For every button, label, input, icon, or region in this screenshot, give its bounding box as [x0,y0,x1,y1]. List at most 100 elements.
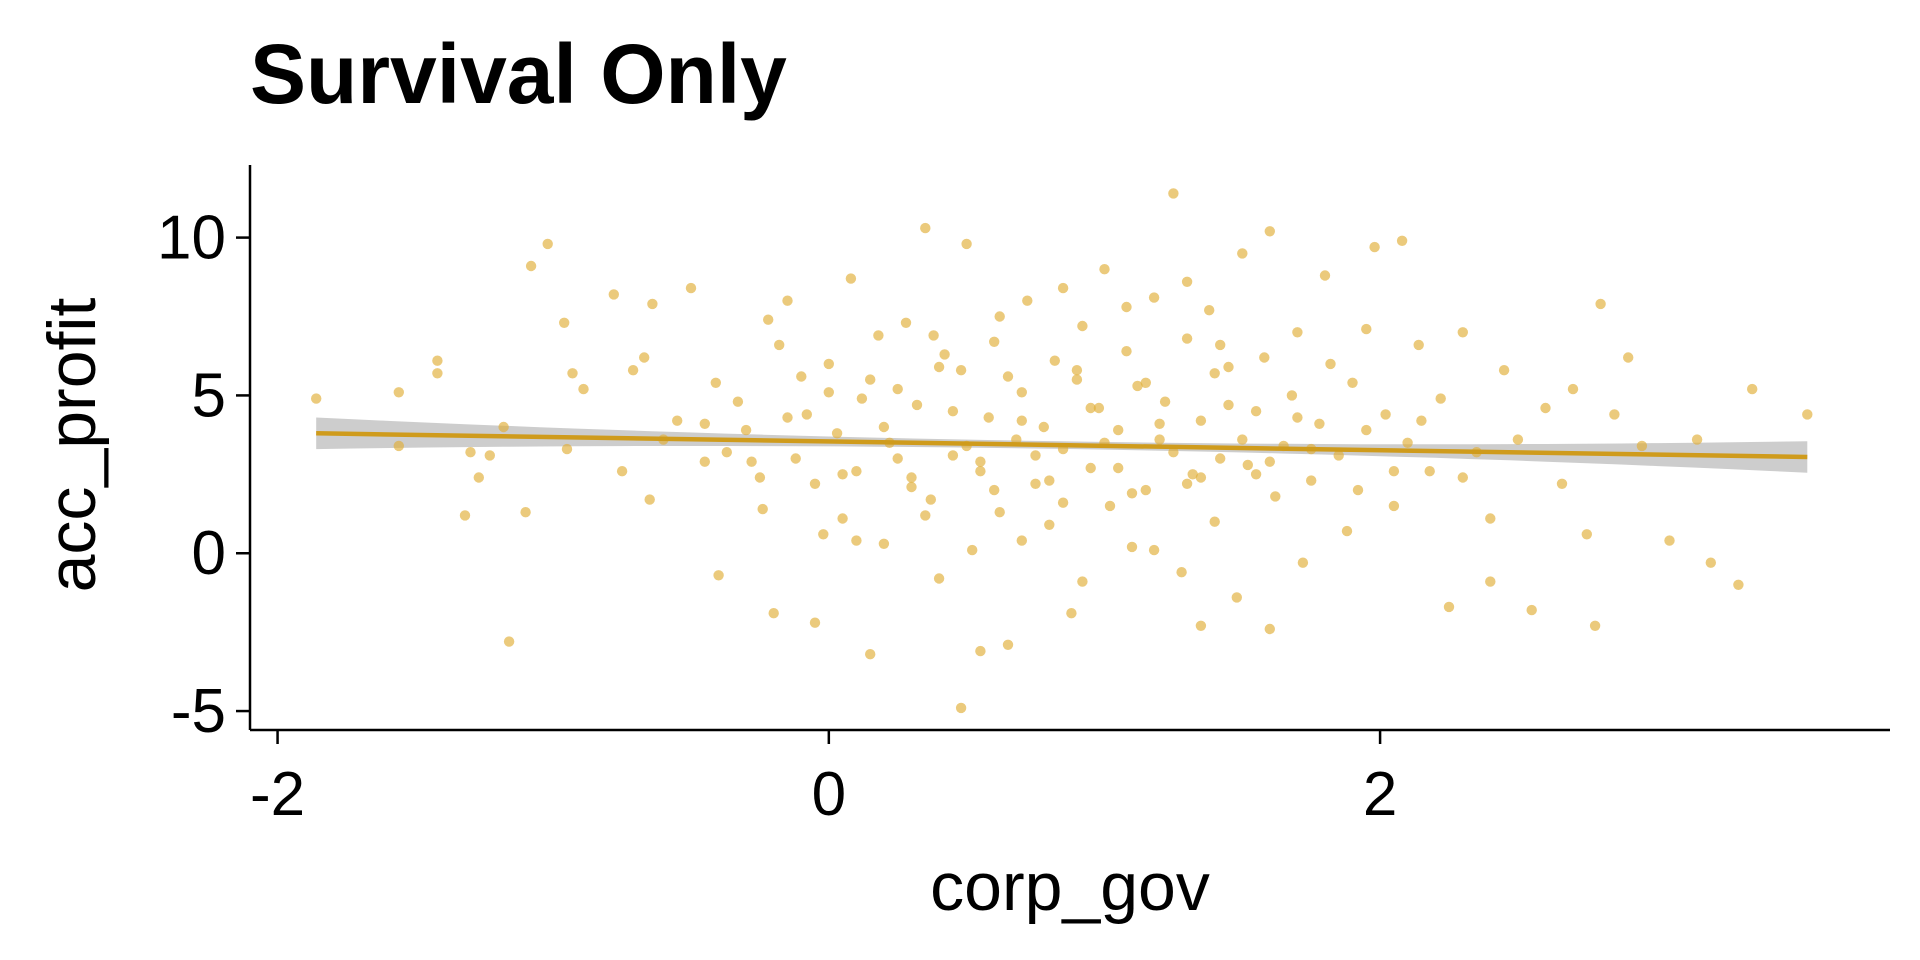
data-point-180 [837,469,848,480]
data-point-65 [1016,387,1027,398]
data-point-66 [1022,295,1033,306]
data-point-16 [616,466,628,477]
data-point-104 [1286,390,1298,401]
data-point-35 [809,478,821,489]
data-point-63 [1002,639,1014,650]
data-point-73 [1071,374,1083,385]
data-point-107 [1306,475,1317,486]
data-point-32 [790,453,801,464]
data-point-22 [685,282,697,294]
data-point-86 [1159,396,1171,407]
data-point-28 [757,503,768,515]
data-point-0 [311,393,322,404]
x-tick-label-2: 2 [1363,760,1397,829]
data-point-112 [1341,525,1353,537]
data-point-193 [994,311,1005,322]
data-point-125 [1457,327,1469,338]
data-point-6 [473,472,484,483]
data-point-52 [925,494,936,505]
data-point-68 [1038,421,1050,433]
y-tick-label-3: 10 [157,204,226,273]
data-point-208 [1181,276,1193,287]
data-point-134 [1581,529,1593,540]
data-point-85 [1154,434,1165,445]
data-point-149 [975,645,986,657]
data-point-185 [1181,478,1193,489]
data-point-137 [1623,352,1634,363]
data-point-48 [900,317,912,328]
data-point-7 [484,450,495,461]
data-point-146 [768,608,779,619]
y-axis-label: acc_profit [34,297,110,592]
data-point-50 [911,399,923,411]
data-point-148 [955,702,967,714]
data-point-91 [1195,415,1207,426]
data-point-49 [906,472,917,483]
x-ticks: -2 0 2 [250,730,1397,829]
data-point-111 [1333,450,1344,461]
x-tick-label-1: 0 [812,760,846,829]
data-point-142 [1747,383,1758,395]
data-point-159 [1264,456,1276,467]
data-point-88 [1176,567,1187,578]
data-point-154 [920,510,931,521]
data-point-157 [1126,488,1138,499]
data-point-67 [1030,478,1041,489]
chart-title: Survival Only [250,27,787,121]
data-point-132 [1556,478,1568,489]
data-point-11 [542,238,553,250]
data-point-172 [1237,434,1248,445]
data-point-40 [845,273,857,284]
data-point-5 [459,510,471,521]
data-point-60 [983,412,994,423]
data-point-59 [975,456,986,467]
data-point-178 [1140,377,1152,388]
data-point-101 [1264,226,1276,237]
data-point-15 [608,289,619,300]
data-point-194 [1121,301,1132,313]
data-point-144 [644,494,655,505]
data-point-123 [1435,393,1446,404]
data-point-21 [672,415,683,426]
data-point-198 [1148,544,1160,556]
data-point-207 [1057,282,1069,294]
data-point-156 [1057,497,1069,508]
data-point-118 [1388,500,1400,512]
data-point-203 [1705,557,1717,568]
data-point-187 [740,424,752,436]
data-point-61 [989,336,1000,347]
data-point-133 [1567,383,1579,395]
data-point-201 [561,443,573,455]
data-point-191 [754,472,766,483]
data-point-136 [1609,409,1620,420]
data-point-127 [1485,513,1496,524]
data-point-176 [1002,371,1014,382]
data-point-87 [1168,188,1179,199]
data-point-29 [763,314,774,325]
regression-line-layer [316,431,1808,460]
data-point-131 [1540,402,1551,414]
data-point-141 [1733,579,1744,590]
data-point-34 [801,409,812,420]
data-point-202 [465,447,476,458]
data-point-204 [1485,576,1496,587]
data-point-89 [1181,333,1193,344]
data-point-197 [1016,535,1027,546]
data-point-4 [432,368,443,379]
data-point-186 [1250,469,1262,480]
data-point-183 [1044,475,1055,486]
data-point-200 [520,507,531,518]
data-point-1 [393,387,404,398]
data-point-81 [1126,541,1138,553]
data-point-102 [1270,491,1281,502]
data-point-38 [831,428,843,439]
data-point-83 [1140,484,1152,496]
data-point-108 [1314,418,1325,429]
data-point-55 [947,450,959,461]
data-point-13 [567,368,578,379]
data-point-175 [933,361,945,373]
data-point-119 [1396,235,1408,246]
data-point-122 [1424,466,1435,477]
data-point-24 [710,377,721,388]
